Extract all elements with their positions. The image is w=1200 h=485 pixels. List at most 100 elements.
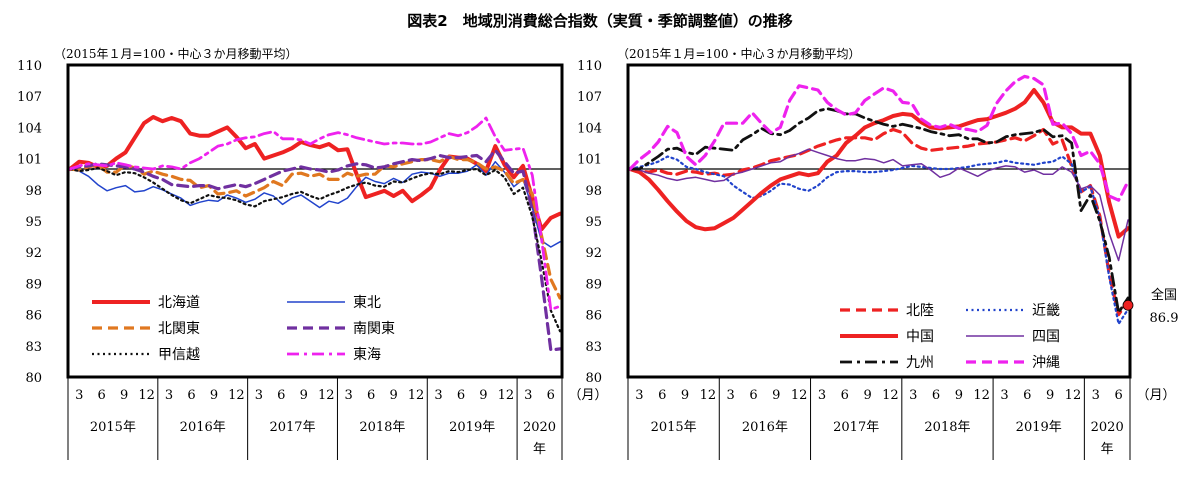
year-label: 2018年 [359,420,405,435]
x-tick-label: 6 [1023,388,1031,403]
x-tick-label: 6 [98,388,106,403]
x-tick-label: 9 [772,388,780,403]
x-tick-label: 3 [524,388,532,403]
y-tick-label: 101 [577,153,602,168]
legend-label: 四国 [1032,329,1060,345]
x-tick-label: 6 [187,388,195,403]
y-tick-label: 98 [585,184,602,199]
x-tick-label: 3 [635,388,643,403]
x-tick-label: 6 [367,388,375,403]
national-value: 86.9 [1150,311,1179,326]
series-line [68,148,562,352]
plot-frame [626,63,1132,379]
x-unit-label: （月） [568,388,607,403]
x-tick-label: 12 [408,388,425,403]
x-tick-label: 9 [389,388,397,403]
national-label: 全国 [1151,287,1177,303]
y-tick-label: 104 [577,121,602,136]
x-tick-label: 3 [1092,388,1100,403]
chart-2: （2015年１月=100・中心３か月移動平均） 110 107 104 101 98 95 9… [577,46,1178,460]
series-line [628,74,1130,202]
year-label: 2017年 [269,420,315,435]
y-tick-label: 80 [585,371,602,386]
x-tick-label: 9 [681,388,689,403]
legend-label: 近畿 [1032,303,1060,319]
x-tick-label: 12 [973,388,990,403]
x-tick-label: 12 [498,388,515,403]
series-line [628,107,1130,314]
year-label: 年 [1101,442,1114,457]
x-tick-label: 6 [547,388,555,403]
series-line [69,160,561,248]
x-tick-label: 12 [318,388,335,403]
y-tick-label: 107 [577,90,602,105]
series-line [68,166,562,333]
legend-label: 中国 [906,329,934,345]
x-tick-label: 3 [909,388,917,403]
y-tick-label: 83 [585,340,602,355]
y-tick-label: 110 [17,59,42,74]
x-tick-label: 12 [700,388,717,403]
year-label: 2019年 [449,420,495,435]
x-tick-label: 3 [165,388,173,403]
legend-label: 沖縄 [1032,355,1060,371]
national-marker [1122,299,1134,311]
x-tick-label: 12 [138,388,155,403]
y-tick-label: 80 [25,371,42,386]
y-tick-label: 101 [17,153,42,168]
x-unit-label: （月） [1136,388,1175,403]
legend-label: 九州 [906,355,934,371]
x-tick-label: 6 [1114,388,1122,403]
y-tick-label: 92 [25,246,42,261]
y-tick-label: 92 [585,246,602,261]
main-title: 図表2 地域別消費総合指数（実質・季節調整値）の推移 [407,12,793,30]
x-tick-label: 3 [727,388,735,403]
x-tick-label: 12 [791,388,808,403]
year-label: 2020 [1091,420,1124,435]
x-tick-label: 9 [120,388,128,403]
legend-label: 南関東 [353,321,395,337]
x-tick-label: 3 [75,388,83,403]
x-tick-label: 3 [1000,388,1008,403]
legend-label: 北海道 [158,295,200,311]
year-label: 2019年 [1016,420,1062,435]
y-tick-label: 89 [585,277,602,292]
x-tick-label: 6 [457,388,465,403]
year-label: 2015年 [651,420,697,435]
series-line [628,88,1130,239]
y-tick-label: 104 [17,121,42,136]
x-tick-label: 3 [345,388,353,403]
x-tick-label: 6 [277,388,285,403]
legend-label: 北陸 [906,303,934,319]
unit-note: （2015年１月=100・中心３か月移動平均） [617,46,861,61]
x-tick-label: 9 [955,388,963,403]
series-line [68,116,562,311]
legend-label: 東北 [353,295,381,311]
x-tick-label: 12 [882,388,899,403]
y-tick-label: 95 [25,215,42,230]
y-tick-label: 86 [585,309,602,324]
y-tick-label: 86 [25,309,42,324]
x-tick-label: 12 [228,388,245,403]
x-tick-label: 3 [255,388,263,403]
legend-label: 東海 [353,347,381,363]
year-label: 2018年 [924,420,970,435]
x-tick-label: 6 [658,388,666,403]
x-tick-label: 9 [300,388,308,403]
x-tick-label: 6 [841,388,849,403]
year-label: 2016年 [742,420,788,435]
series-line [68,154,562,300]
legend-label: 甲信越 [158,347,200,363]
year-label: 2015年 [90,420,136,435]
year-label: 2020 [523,420,556,435]
x-tick-label: 6 [749,388,757,403]
y-tick-label: 95 [585,215,602,230]
year-label: 年 [533,442,546,457]
legend-label: 北関東 [158,321,200,337]
y-tick-label: 83 [25,340,42,355]
y-tick-label: 110 [577,59,602,74]
unit-note: （2015年１月=100・中心３か月移動平均） [54,46,298,61]
x-tick-label: 9 [479,388,487,403]
